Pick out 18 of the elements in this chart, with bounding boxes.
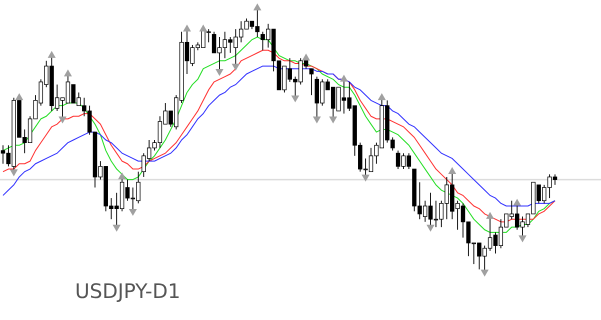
- point: [199, 24, 208, 32]
- point: [64, 69, 72, 76]
- point: [253, 3, 262, 10]
- point: [128, 208, 137, 216]
- point: [302, 54, 310, 60]
- point: [182, 24, 192, 32]
- point: [15, 93, 24, 100]
- point: [362, 174, 370, 182]
- point: [518, 235, 527, 242]
- point: [48, 50, 56, 58]
- point: [10, 169, 18, 176]
- point: [112, 224, 121, 232]
- point: [340, 74, 348, 82]
- point: [378, 93, 386, 100]
- point: [480, 270, 489, 277]
- point: [426, 224, 435, 232]
- text: USDJPY-D1: [75, 279, 180, 303]
- candlestick: [309, 68, 314, 96]
